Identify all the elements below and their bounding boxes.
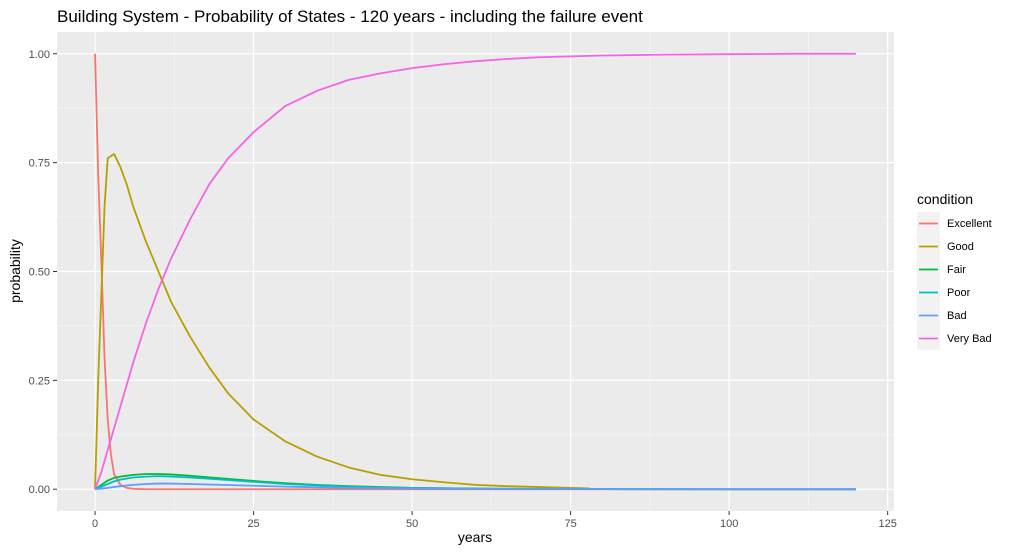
legend-label-excellent: Excellent (947, 218, 992, 230)
x-tick-label: 50 (406, 518, 418, 530)
y-tick-label: 0.00 (29, 484, 50, 496)
chart-title: Building System - Probability of States … (57, 7, 643, 26)
x-axis: 0 25 50 75 100 125 (92, 511, 897, 530)
y-tick-label: 0.50 (29, 267, 50, 279)
series-line-good (94, 153, 590, 490)
x-tick-label: 125 (878, 518, 896, 530)
y-tick-label: 0.25 (29, 375, 50, 387)
series-line-bad (94, 482, 856, 491)
legend-label-fair: Fair (947, 264, 966, 276)
legend-label-poor: Poor (947, 287, 971, 299)
legend: condition Excellent Good Fair Poor Bad Very B… (917, 191, 992, 350)
x-tick-label: 0 (92, 518, 98, 530)
x-axis-title: years (458, 529, 492, 545)
x-tick-label: 75 (564, 518, 576, 530)
legend-label-very-bad: Very Bad (947, 333, 992, 345)
y-tick-label: 0.75 (29, 158, 50, 170)
legend-label-good: Good (947, 241, 974, 253)
x-tick-label: 100 (720, 518, 738, 530)
legend-title: condition (917, 191, 973, 207)
y-axis-title: probability (7, 239, 23, 303)
legend-items: Excellent Good Fair Poor Bad Very Bad (917, 212, 992, 350)
x-tick-label: 25 (247, 518, 259, 530)
series-lines (94, 52, 856, 491)
legend-label-bad: Bad (947, 310, 967, 322)
series-line-excellent (94, 53, 856, 491)
series-line-very-bad (94, 52, 856, 490)
y-axis: 0.00 0.25 0.50 0.75 1.00 (29, 49, 57, 496)
y-tick-label: 1.00 (29, 49, 50, 61)
